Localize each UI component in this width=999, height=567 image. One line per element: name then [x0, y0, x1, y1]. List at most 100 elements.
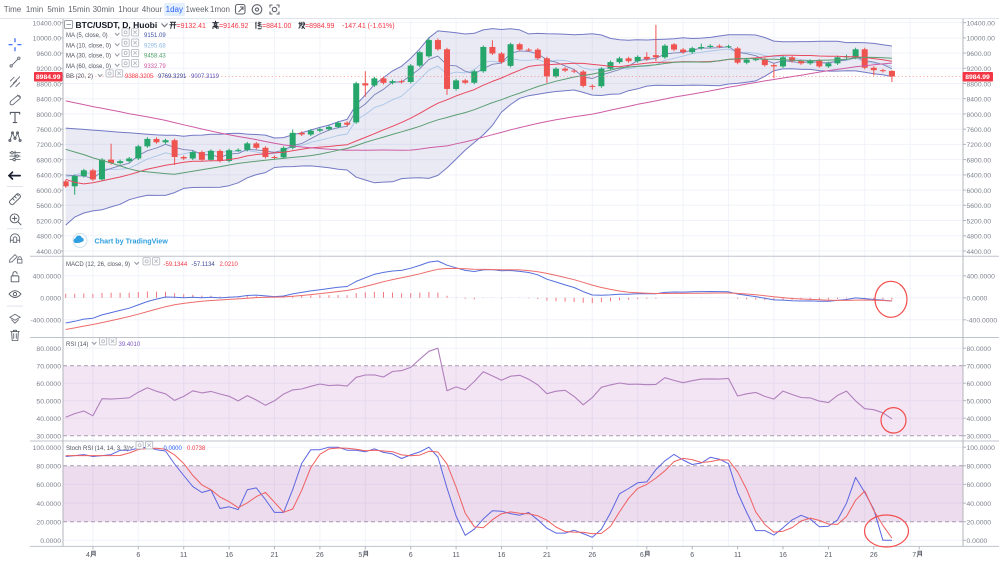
- svg-text:6: 6: [640, 552, 644, 559]
- svg-text:Chart by TradingView: Chart by TradingView: [95, 237, 169, 246]
- svg-text:400.0000: 400.0000: [967, 274, 996, 281]
- svg-text:5: 5: [358, 552, 362, 559]
- svg-text:11: 11: [452, 552, 459, 559]
- svg-text:9151.09: 9151.09: [144, 33, 166, 39]
- svg-text:60.0000: 60.0000: [36, 381, 61, 388]
- svg-text:8000.00: 8000.00: [36, 112, 61, 119]
- svg-text:0.0000: 0.0000: [40, 538, 61, 545]
- svg-text:400.0000: 400.0000: [33, 274, 62, 281]
- svg-text:40.0000: 40.0000: [36, 501, 61, 508]
- svg-text:40.0000: 40.0000: [36, 416, 61, 423]
- svg-text:=9146.92: =9146.92: [219, 23, 248, 30]
- svg-text:21: 21: [543, 552, 551, 559]
- svg-text:0.0000: 0.0000: [164, 446, 183, 452]
- svg-text:80.0000: 80.0000: [36, 464, 61, 471]
- svg-text:Stoch RSI (14, 14, 3, 3): Stoch RSI (14, 14, 3, 3): [66, 446, 129, 452]
- svg-text:0.0000: 0.0000: [40, 296, 61, 303]
- svg-text:4400.00: 4400.00: [36, 249, 61, 256]
- svg-text:11: 11: [180, 552, 187, 559]
- svg-text:BB (20, 2): BB (20, 2): [66, 74, 93, 80]
- svg-text:7200.00: 7200.00: [36, 142, 61, 149]
- svg-text:16: 16: [225, 552, 233, 559]
- svg-text:11: 11: [734, 552, 741, 559]
- svg-text:4: 4: [86, 552, 90, 559]
- svg-text:2.0210: 2.0210: [220, 262, 239, 268]
- svg-text:-59.1344: -59.1344: [164, 262, 188, 268]
- svg-text:RSI (14): RSI (14): [66, 342, 88, 348]
- svg-text:8000.00: 8000.00: [967, 112, 992, 119]
- svg-text:-57.1134: -57.1134: [192, 262, 216, 268]
- svg-text:6800.00: 6800.00: [967, 157, 992, 164]
- svg-text:10000.00: 10000.00: [967, 36, 996, 43]
- svg-text:20.0000: 20.0000: [967, 520, 992, 527]
- svg-text:8984.99: 8984.99: [965, 74, 990, 81]
- svg-text:50.0000: 50.0000: [967, 399, 992, 406]
- svg-text:26: 26: [588, 552, 596, 559]
- svg-text:6: 6: [136, 552, 140, 559]
- svg-text:30.0000: 30.0000: [967, 434, 992, 441]
- svg-text:30.0000: 30.0000: [36, 434, 61, 441]
- svg-text:80.0000: 80.0000: [967, 346, 992, 353]
- svg-text:9458.43: 9458.43: [144, 54, 166, 60]
- svg-text:6000.00: 6000.00: [36, 188, 61, 195]
- svg-text:60.0000: 60.0000: [967, 381, 992, 388]
- svg-text:MA (10, close, 0): MA (10, close, 0): [66, 43, 111, 49]
- svg-text:16: 16: [779, 552, 787, 559]
- svg-text:80.0000: 80.0000: [36, 346, 61, 353]
- svg-text:9600.00: 9600.00: [967, 51, 992, 58]
- svg-text:8800.00: 8800.00: [967, 81, 992, 88]
- svg-text:100.0000: 100.0000: [967, 445, 996, 452]
- svg-text:9200.00: 9200.00: [36, 66, 61, 73]
- svg-text:26: 26: [870, 552, 878, 559]
- svg-text:-147.41 (-1.61%): -147.41 (-1.61%): [342, 23, 395, 30]
- svg-text:6400.00: 6400.00: [967, 173, 992, 180]
- svg-text:7600.00: 7600.00: [967, 127, 992, 134]
- svg-text:9007.3119: 9007.3119: [191, 74, 220, 80]
- svg-text:8400.00: 8400.00: [967, 97, 992, 104]
- svg-text:6800.00: 6800.00: [36, 157, 61, 164]
- svg-text:60.0000: 60.0000: [967, 482, 992, 489]
- svg-text:100.0000: 100.0000: [33, 445, 62, 452]
- svg-text:4800.00: 4800.00: [36, 234, 61, 241]
- svg-text:8400.00: 8400.00: [36, 97, 61, 104]
- svg-text:20.0000: 20.0000: [36, 520, 61, 527]
- svg-text:16: 16: [498, 552, 506, 559]
- svg-text:4400.00: 4400.00: [967, 249, 992, 256]
- svg-text:=8984.99: =8984.99: [305, 23, 334, 30]
- svg-text:7200.00: 7200.00: [967, 142, 992, 149]
- svg-text:MA (5, close, 0): MA (5, close, 0): [66, 33, 108, 39]
- svg-text:9332.79: 9332.79: [144, 64, 166, 70]
- svg-text:BTC/USDT, D, Huobi: BTC/USDT, D, Huobi: [76, 20, 158, 30]
- svg-text:6000.00: 6000.00: [967, 188, 992, 195]
- svg-text:6400.00: 6400.00: [36, 173, 61, 180]
- svg-text:7600.00: 7600.00: [36, 127, 61, 134]
- svg-text:8984.99: 8984.99: [36, 74, 61, 81]
- svg-text:40.0000: 40.0000: [967, 501, 992, 508]
- svg-text:21: 21: [271, 552, 279, 559]
- svg-text:5200.00: 5200.00: [967, 218, 992, 225]
- svg-text:-400.0000: -400.0000: [30, 318, 61, 325]
- svg-text:10400.00: 10400.00: [33, 20, 62, 27]
- svg-text:MACD (12, 26, close, 9): MACD (12, 26, close, 9): [66, 262, 130, 268]
- svg-text:7: 7: [912, 552, 916, 559]
- svg-text:26: 26: [316, 552, 324, 559]
- svg-text:0.0000: 0.0000: [967, 538, 988, 545]
- svg-text:MA (60, close, 0): MA (60, close, 0): [66, 64, 111, 70]
- svg-text:6: 6: [409, 552, 413, 559]
- svg-text:10000.00: 10000.00: [33, 36, 62, 43]
- svg-text:39.4010: 39.4010: [119, 342, 141, 348]
- svg-text:8800.00: 8800.00: [36, 81, 61, 88]
- svg-text:70.0000: 70.0000: [967, 364, 992, 371]
- svg-text:5600.00: 5600.00: [967, 203, 992, 210]
- svg-text:60.0000: 60.0000: [36, 482, 61, 489]
- svg-text:70.0000: 70.0000: [36, 364, 61, 371]
- svg-text:80.0000: 80.0000: [967, 464, 992, 471]
- svg-text:4800.00: 4800.00: [967, 234, 992, 241]
- svg-text:9200.00: 9200.00: [967, 66, 992, 73]
- svg-text:MA (30, close, 0): MA (30, close, 0): [66, 54, 111, 60]
- svg-text:21: 21: [825, 552, 833, 559]
- svg-text:0.0738: 0.0738: [187, 446, 206, 452]
- svg-text:5600.00: 5600.00: [36, 203, 61, 210]
- svg-text:6: 6: [690, 552, 694, 559]
- svg-text:40.0000: 40.0000: [967, 416, 992, 423]
